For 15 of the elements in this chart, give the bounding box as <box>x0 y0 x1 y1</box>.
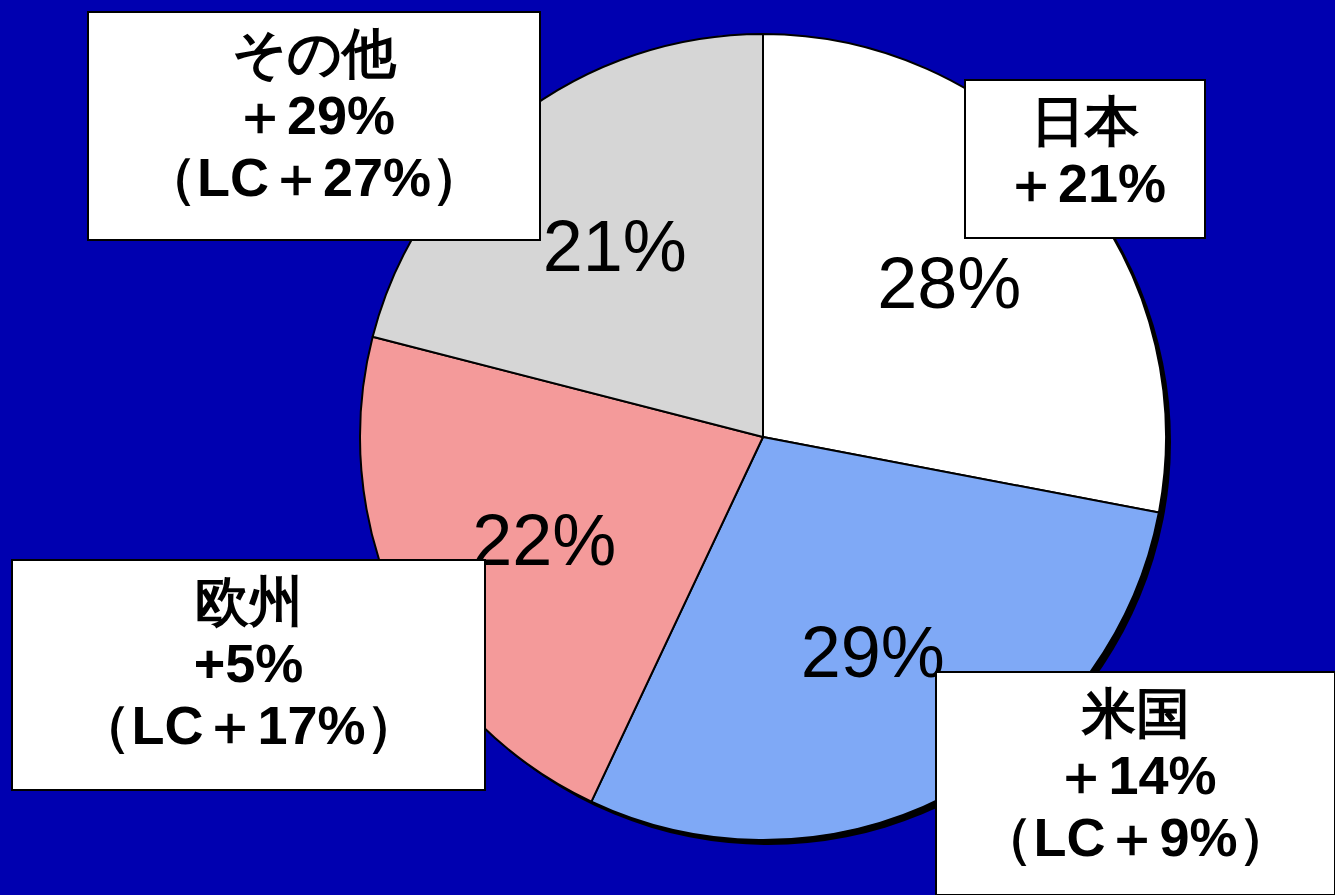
slice-label: 米国 <box>1080 683 1190 743</box>
slice-label: 欧州 <box>194 571 303 631</box>
text: （LC＋27%） <box>142 147 486 207</box>
data-label: 22% <box>472 499 617 580</box>
text: ＋21% <box>1003 153 1167 213</box>
text: （LC＋9%） <box>979 807 1292 867</box>
slice-label: 日本 <box>1031 91 1139 151</box>
slice-label: その他 <box>232 23 397 83</box>
text: +5% <box>193 633 304 693</box>
data-label: 29% <box>800 612 945 693</box>
data-label: 21% <box>542 205 687 286</box>
text: （LC＋17%） <box>77 695 420 755</box>
text: ＋29% <box>232 85 396 145</box>
data-label: 28% <box>877 242 1022 323</box>
text: ＋14% <box>1054 745 1217 805</box>
